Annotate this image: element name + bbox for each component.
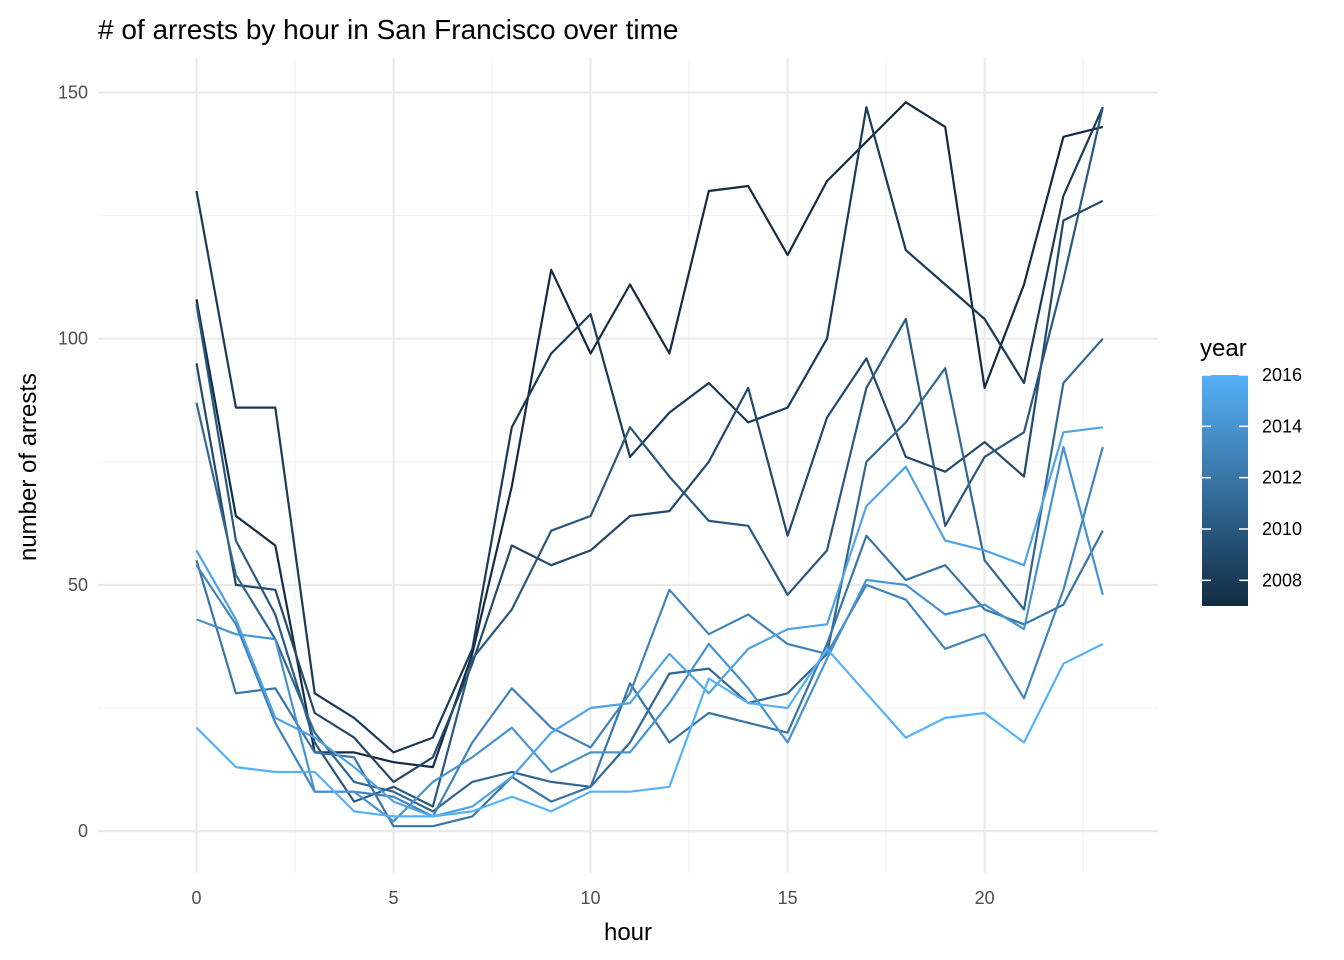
series-line-2013 xyxy=(195,446,1104,818)
series-line-2010 xyxy=(195,106,1104,808)
y-axis-title: number of arrests xyxy=(15,373,42,561)
x-tick-label: 20 xyxy=(975,888,995,908)
x-tick-label: 10 xyxy=(581,888,601,908)
series-line-2008 xyxy=(195,106,1104,754)
y-tick-label: 0 xyxy=(78,821,88,841)
series-line-2007 xyxy=(195,101,1104,769)
y-tick-label: 100 xyxy=(58,329,88,349)
legend-ticks: 2016 2014 2012 2010 2008 xyxy=(1202,365,1302,590)
series-line-2016 xyxy=(195,643,1104,818)
y-tick-label: 150 xyxy=(58,82,88,102)
legend-tick-label: 2012 xyxy=(1262,468,1302,488)
x-tick-label: 0 xyxy=(192,888,202,908)
legend-colorbar xyxy=(1202,375,1248,606)
y-axis-ticks: 0 50 100 150 xyxy=(58,82,88,841)
legend-tick-label: 2008 xyxy=(1262,570,1302,590)
x-tick-label: 15 xyxy=(778,888,798,908)
series-line-2015 xyxy=(195,426,1103,818)
legend-tick-label: 2014 xyxy=(1262,416,1302,436)
chart-title: # of arrests by hour in San Francisco ov… xyxy=(98,14,678,45)
series-layer xyxy=(195,101,1104,828)
series-line-2009 xyxy=(195,199,1104,784)
y-tick-label: 50 xyxy=(68,575,88,595)
plot-grid xyxy=(98,58,1158,873)
x-axis-title: hour xyxy=(604,919,652,946)
series-line-2012 xyxy=(195,530,1104,828)
x-tick-label: 5 xyxy=(389,888,399,908)
legend-tick-label: 2016 xyxy=(1262,365,1302,385)
legend-tick-label: 2010 xyxy=(1262,519,1302,539)
series-line-2014 xyxy=(196,445,1104,823)
legend: year 2016 2014 2012 2010 2008 xyxy=(1200,335,1302,606)
x-axis-ticks: 0 5 10 15 20 xyxy=(192,888,995,908)
series-line-2011 xyxy=(195,337,1104,813)
legend-title: year xyxy=(1200,335,1247,362)
